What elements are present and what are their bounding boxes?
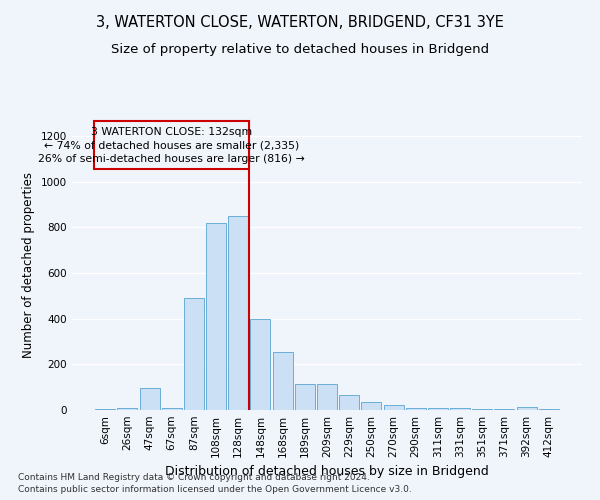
Text: Contains public sector information licensed under the Open Government Licence v3: Contains public sector information licen… [18,485,412,494]
Bar [494,409,514,410]
Bar [94,122,250,170]
Text: 26% of semi-detached houses are larger (816) →: 26% of semi-detached houses are larger (… [38,154,305,164]
Bar [317,384,337,410]
Text: ← 74% of detached houses are smaller (2,335): ← 74% of detached houses are smaller (2,… [44,140,299,150]
Bar [140,388,160,410]
Bar [272,352,293,410]
Bar [339,395,359,410]
Bar [539,409,559,410]
Text: 3 WATERTON CLOSE: 132sqm: 3 WATERTON CLOSE: 132sqm [91,127,252,137]
Y-axis label: Number of detached properties: Number of detached properties [22,172,35,358]
Text: Size of property relative to detached houses in Bridgend: Size of property relative to detached ho… [111,42,489,56]
Bar [517,408,536,410]
Text: Contains HM Land Registry data © Crown copyright and database right 2024.: Contains HM Land Registry data © Crown c… [18,472,370,482]
Bar [250,318,271,410]
Bar [472,409,492,410]
Bar [206,223,226,410]
Bar [361,402,382,410]
Bar [428,408,448,410]
Bar [383,405,404,410]
Bar [295,384,315,410]
X-axis label: Distribution of detached houses by size in Bridgend: Distribution of detached houses by size … [165,466,489,478]
Text: 3, WATERTON CLOSE, WATERTON, BRIDGEND, CF31 3YE: 3, WATERTON CLOSE, WATERTON, BRIDGEND, C… [96,15,504,30]
Bar [184,298,204,410]
Bar [118,408,137,410]
Bar [228,216,248,410]
Bar [162,408,182,410]
Bar [406,408,426,410]
Bar [450,408,470,410]
Bar [95,409,115,410]
